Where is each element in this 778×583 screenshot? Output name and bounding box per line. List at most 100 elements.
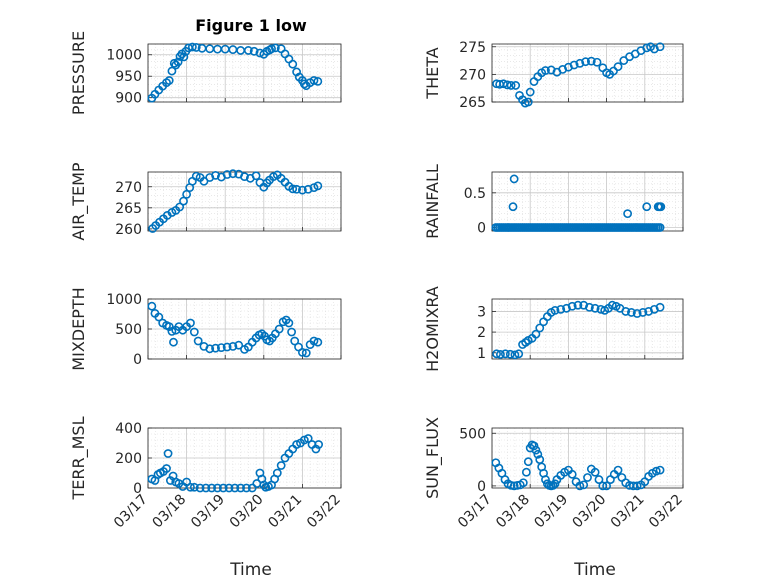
data-point <box>514 349 524 359</box>
data-point <box>303 184 313 194</box>
data-point <box>311 444 321 454</box>
x-tick-label: 03/17 <box>455 492 495 532</box>
data-point <box>655 223 665 232</box>
data-point <box>182 189 191 199</box>
data-point <box>523 457 533 467</box>
data-point <box>309 336 319 346</box>
data-point <box>613 465 623 475</box>
data-point <box>191 43 201 52</box>
data-point <box>535 323 545 333</box>
axes-box <box>491 427 684 489</box>
data-point <box>163 449 173 458</box>
data-point <box>506 81 516 90</box>
data-point <box>191 171 201 181</box>
axes-box <box>147 298 342 360</box>
data-point <box>531 329 541 339</box>
data-point <box>590 467 600 477</box>
x-tick-label: 03/18 <box>150 492 190 532</box>
data-point <box>242 483 251 493</box>
y-axis-label: SUN_FLUX <box>423 417 443 499</box>
data-point <box>284 318 294 328</box>
data-point <box>525 87 535 97</box>
x-tick-label: 03/20 <box>227 492 267 532</box>
x-tick-label: 03/21 <box>265 492 305 532</box>
data-point <box>655 302 665 312</box>
data-point <box>201 483 211 493</box>
data-point <box>313 337 323 347</box>
data-point <box>575 58 585 68</box>
data-point <box>550 479 560 489</box>
data-point <box>556 304 566 314</box>
data-point <box>303 434 313 443</box>
data-point <box>240 172 249 182</box>
data-point <box>179 196 188 206</box>
data-point <box>585 302 594 312</box>
y-tick-label: 200 <box>115 451 142 467</box>
data-point <box>562 303 571 313</box>
data-point <box>649 304 659 314</box>
data-point <box>529 441 539 451</box>
data-point <box>288 59 298 69</box>
data-point <box>211 343 220 353</box>
data-point <box>165 476 175 485</box>
data-point <box>511 81 521 90</box>
data-point <box>211 170 220 180</box>
data-point <box>179 52 189 62</box>
data-point <box>313 181 323 191</box>
data-point <box>496 350 505 359</box>
axes-box <box>491 43 684 103</box>
data-point <box>651 466 661 476</box>
x-tick-label: 03/19 <box>531 492 571 532</box>
y-axis-label: TERR_MSL <box>69 416 89 500</box>
data-point <box>147 301 157 311</box>
y-tick-label: 500 <box>115 322 142 338</box>
y-tick-label: 270 <box>459 67 486 83</box>
data-point <box>187 42 197 52</box>
y-axis-label: RAINFALL <box>423 164 442 239</box>
subplot-2: 265 270 275 THETA <box>423 40 684 111</box>
data-point <box>175 202 185 212</box>
data-point <box>169 337 178 347</box>
data-point <box>236 483 246 493</box>
y-axis-label: AIR_TEMP <box>69 162 89 240</box>
data-point <box>224 483 234 493</box>
data-point <box>189 327 199 337</box>
figure-title: Figure 1 low <box>195 16 307 35</box>
y-tick-label: 0 <box>477 221 486 237</box>
data-point <box>186 318 195 328</box>
data-point <box>228 341 238 351</box>
x-tick-label: 03/17 <box>111 492 151 532</box>
y-tick-label: 400 <box>115 421 142 437</box>
data-point <box>297 347 307 357</box>
y-tick-label: 0 <box>133 481 142 497</box>
data-point <box>581 57 590 67</box>
data-point <box>267 44 276 54</box>
y-tick-label: 500 <box>459 426 486 442</box>
data-point <box>508 202 518 212</box>
y-tick-label: 0 <box>477 479 486 495</box>
data-point <box>299 79 309 89</box>
data-point <box>518 478 528 488</box>
data-point <box>602 481 611 491</box>
data-point <box>247 483 257 493</box>
subplot-3: 260 265 270 AIR_TEMP <box>69 162 342 241</box>
subplot-4: 0 0.5 RAINFALL <box>423 164 684 239</box>
data-point <box>207 483 217 493</box>
y-tick-label: 265 <box>115 201 142 217</box>
data-point <box>276 461 286 470</box>
data-point <box>579 480 589 490</box>
y-tick-label: 0 <box>133 352 142 368</box>
data-point <box>656 202 666 212</box>
data-point <box>287 327 296 337</box>
data-point <box>550 305 560 315</box>
data-point <box>502 80 512 90</box>
x-tick-label: 03/22 <box>646 492 686 532</box>
data-point <box>205 344 215 354</box>
data-point <box>309 76 319 85</box>
data-point <box>510 350 520 360</box>
y-tick-label: 1000 <box>106 292 142 308</box>
data-point <box>195 483 205 493</box>
